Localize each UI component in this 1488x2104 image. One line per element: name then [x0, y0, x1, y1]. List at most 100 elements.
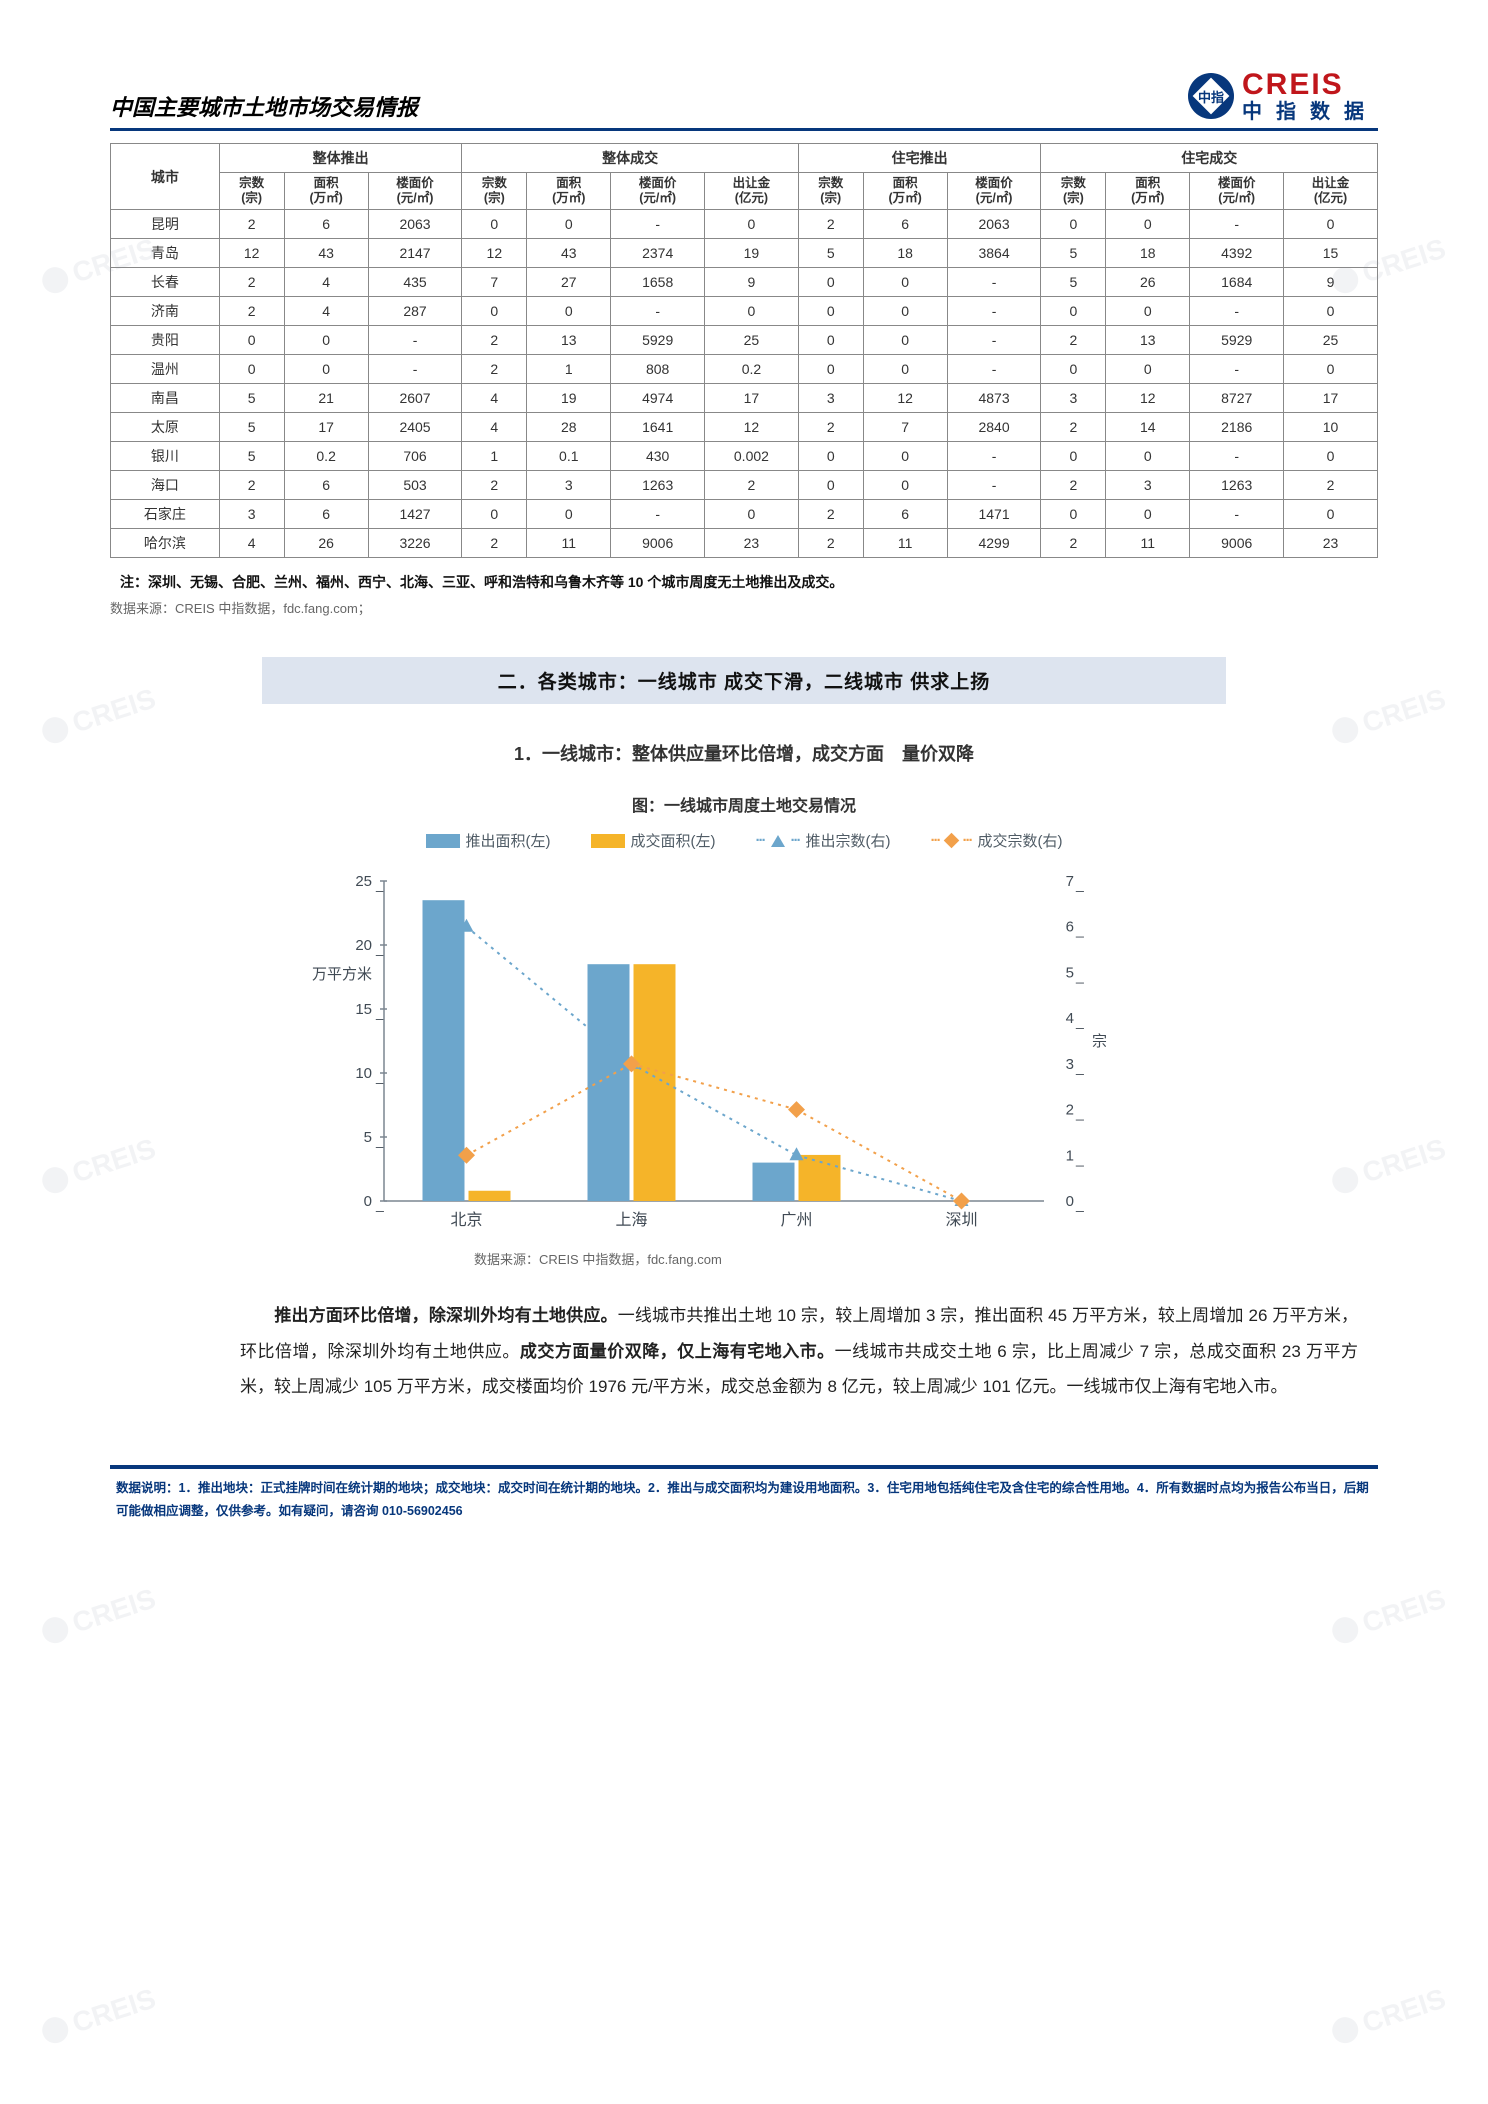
page-header: 中国主要城市土地市场交易情报 中指 CREIS 中指数据	[110, 70, 1378, 131]
value-cell: 1263	[1190, 471, 1284, 500]
value-cell: 12	[705, 413, 799, 442]
value-cell: 9	[705, 268, 799, 297]
table-row: 济南2428700-000-00-0	[111, 297, 1378, 326]
value-cell: -	[611, 210, 705, 239]
value-cell: 0	[1041, 500, 1106, 529]
svg-text:_: _	[1075, 1196, 1084, 1212]
value-cell: 1263	[611, 471, 705, 500]
value-cell: 0	[284, 355, 368, 384]
svg-text:_: _	[375, 876, 384, 892]
value-cell: 1684	[1190, 268, 1284, 297]
value-cell: 23	[1284, 529, 1378, 558]
value-cell: 0	[798, 297, 863, 326]
value-cell: 435	[368, 268, 462, 297]
table-row: 南昌52126074194974173124873312872717	[111, 384, 1378, 413]
value-cell: 4	[219, 529, 284, 558]
logo-badge-icon: 中指	[1188, 73, 1234, 119]
value-cell: 0	[1106, 210, 1190, 239]
value-cell: 4	[462, 384, 527, 413]
value-cell: 503	[368, 471, 462, 500]
svg-text:_: _	[1075, 1013, 1084, 1029]
table-row: 贵阳00-21359292500-213592925	[111, 326, 1378, 355]
value-cell: 13	[1106, 326, 1190, 355]
value-cell: -	[368, 355, 462, 384]
table-row: 太原5172405428164112272840214218610	[111, 413, 1378, 442]
svg-text:_: _	[375, 1004, 384, 1020]
value-cell: 7	[863, 413, 947, 442]
analysis-paragraph: 推出方面环比倍增，除深圳外均有土地供应。一线城市共推出土地 10 宗，较上周增加…	[110, 1298, 1378, 1405]
value-cell: 0	[863, 326, 947, 355]
sub-header: 面积(万㎡)	[527, 173, 611, 210]
value-cell: 43	[527, 239, 611, 268]
value-cell: 0	[863, 471, 947, 500]
value-cell: 8727	[1190, 384, 1284, 413]
value-cell: 3	[219, 500, 284, 529]
sub-header: 面积(万㎡)	[1106, 173, 1190, 210]
col-city: 城市	[111, 144, 220, 210]
value-cell: 11	[527, 529, 611, 558]
value-cell: 0.1	[527, 442, 611, 471]
svg-text:25: 25	[355, 873, 372, 890]
value-cell: -	[1190, 297, 1284, 326]
value-cell: 1	[527, 355, 611, 384]
value-cell: 3864	[947, 239, 1041, 268]
value-cell: -	[1190, 210, 1284, 239]
table-row: 温州00-218080.200-00-0	[111, 355, 1378, 384]
svg-text:_: _	[1075, 922, 1084, 938]
value-cell: -	[1190, 442, 1284, 471]
value-cell: 0	[1106, 297, 1190, 326]
value-cell: 5929	[1190, 326, 1284, 355]
value-cell: 17	[284, 413, 368, 442]
sub-header: 出让金(亿元)	[705, 173, 799, 210]
value-cell: 0	[1284, 500, 1378, 529]
value-cell: 12	[863, 384, 947, 413]
value-cell: 2	[1041, 413, 1106, 442]
value-cell: 6	[284, 210, 368, 239]
value-cell: 6	[863, 210, 947, 239]
value-cell: 0	[798, 326, 863, 355]
value-cell: 0	[798, 442, 863, 471]
value-cell: -	[947, 471, 1041, 500]
sub-header: 楼面价(元/㎡)	[611, 173, 705, 210]
value-cell: 28	[527, 413, 611, 442]
value-cell: 1658	[611, 268, 705, 297]
value-cell: 0	[1041, 355, 1106, 384]
value-cell: -	[1190, 355, 1284, 384]
value-cell: 0	[798, 355, 863, 384]
svg-text:5: 5	[1066, 964, 1074, 981]
value-cell: 2405	[368, 413, 462, 442]
city-cell: 海口	[111, 471, 220, 500]
value-cell: 5	[219, 413, 284, 442]
chart-source: 数据来源：CREIS 中指数据，fdc.fang.com	[474, 1249, 1194, 1268]
sub-header: 面积(万㎡)	[863, 173, 947, 210]
brand-logo: 中指 CREIS 中指数据	[1188, 70, 1378, 122]
value-cell: 15	[1284, 239, 1378, 268]
value-cell: 19	[527, 384, 611, 413]
sub-header: 宗数(宗)	[219, 173, 284, 210]
group-header: 住宅推出	[798, 144, 1041, 173]
value-cell: 23	[705, 529, 799, 558]
value-cell: 2	[798, 529, 863, 558]
value-cell: 5	[219, 384, 284, 413]
svg-text:0: 0	[1066, 1193, 1074, 1210]
value-cell: 2	[798, 413, 863, 442]
svg-text:5: 5	[364, 1129, 372, 1146]
value-cell: 0	[1106, 355, 1190, 384]
value-cell: 3	[527, 471, 611, 500]
value-cell: 14	[1106, 413, 1190, 442]
footer-disclaimer: 数据说明：1．推出地块：正式挂牌时间在统计期的地块；成交地块：成交时间在统计期的…	[110, 1465, 1378, 1552]
table-row: 海口26503231263200-2312632	[111, 471, 1378, 500]
value-cell: 3	[1106, 471, 1190, 500]
value-cell: 2	[1041, 471, 1106, 500]
value-cell: 9006	[1190, 529, 1284, 558]
city-cell: 青岛	[111, 239, 220, 268]
value-cell: 4	[284, 268, 368, 297]
value-cell: 12	[219, 239, 284, 268]
value-cell: 5929	[611, 326, 705, 355]
value-cell: 2607	[368, 384, 462, 413]
value-cell: 0	[863, 355, 947, 384]
svg-text:上海: 上海	[615, 1211, 647, 1229]
value-cell: 21	[284, 384, 368, 413]
value-cell: 0	[705, 210, 799, 239]
svg-text:深圳: 深圳	[945, 1211, 977, 1229]
